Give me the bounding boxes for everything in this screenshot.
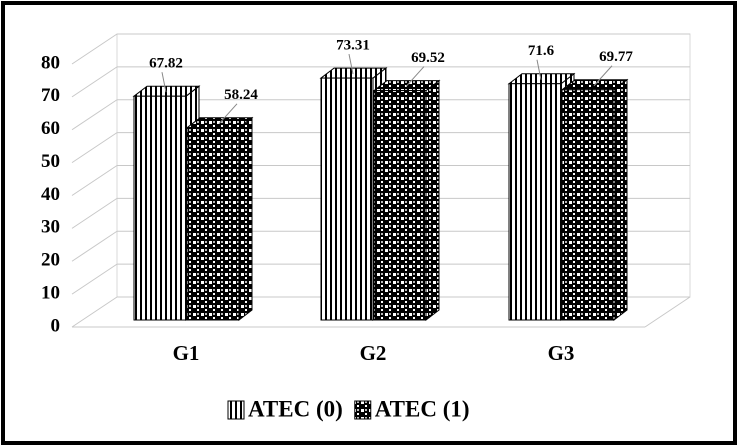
grid-line xyxy=(71,132,118,164)
y-tick-label: 10 xyxy=(41,282,60,303)
y-tick-label: 60 xyxy=(41,118,60,139)
bar-front xyxy=(186,127,240,321)
value-label: 69.52 xyxy=(411,50,445,66)
grid-line xyxy=(71,230,118,262)
y-tick-label: 80 xyxy=(41,52,60,73)
label-leader xyxy=(405,66,425,87)
label-leader xyxy=(536,59,542,80)
grid-line xyxy=(71,263,118,295)
value-label: 67.82 xyxy=(149,56,183,72)
grid-line xyxy=(71,165,118,196)
y-tick-label: 50 xyxy=(41,151,60,172)
label-leader xyxy=(348,53,354,75)
grid-line xyxy=(71,99,118,131)
bar-front xyxy=(561,89,615,321)
bar-front xyxy=(508,83,562,321)
y-tick-label: 40 xyxy=(41,184,60,205)
y-tick-label: 20 xyxy=(41,250,60,271)
bar-front xyxy=(320,77,374,321)
y-tick-label: 0 xyxy=(51,315,61,336)
floor-edge xyxy=(644,296,691,328)
x-tick-label: G3 xyxy=(548,341,575,365)
grid-line xyxy=(71,66,118,98)
value-label: 73.31 xyxy=(336,38,370,54)
value-label: 58.24 xyxy=(224,87,258,103)
value-label: 71.6 xyxy=(528,43,555,59)
label-leader xyxy=(593,65,613,87)
bar xyxy=(372,79,441,322)
value-label: 69.77 xyxy=(599,49,633,65)
x-tick-label: G1 xyxy=(173,341,200,365)
legend-swatch xyxy=(227,400,245,420)
bar-side xyxy=(238,116,253,322)
grid-line xyxy=(71,33,118,65)
bar-side xyxy=(425,79,440,322)
label-leader xyxy=(218,103,238,125)
bar-front xyxy=(373,90,427,321)
y-tick-label: 70 xyxy=(41,85,60,106)
label-leader xyxy=(161,72,167,93)
bar-front xyxy=(133,95,187,321)
x-tick-label: G2 xyxy=(360,341,387,365)
legend-label: ATEC (0) xyxy=(248,396,343,421)
bar xyxy=(185,116,254,322)
bar xyxy=(560,78,629,322)
legend-label: ATEC (1) xyxy=(375,396,470,421)
grid-line xyxy=(71,197,118,229)
grid-line xyxy=(71,296,118,328)
legend-swatch xyxy=(354,400,372,420)
y-tick-label: 30 xyxy=(41,217,60,238)
bar-side xyxy=(613,78,628,322)
